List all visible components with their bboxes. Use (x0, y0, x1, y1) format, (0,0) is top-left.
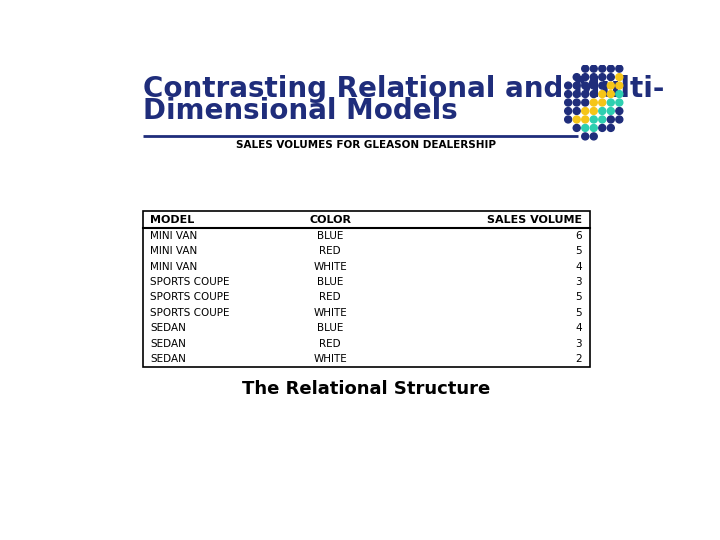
Circle shape (582, 133, 589, 140)
Text: Contrasting Relational and Multi-: Contrasting Relational and Multi- (143, 75, 664, 103)
Text: SALES VOLUME: SALES VOLUME (487, 214, 582, 225)
Text: MINI VAN: MINI VAN (150, 231, 198, 241)
Text: 5: 5 (575, 246, 582, 256)
Circle shape (590, 91, 597, 98)
Text: MODEL: MODEL (150, 214, 194, 225)
Circle shape (590, 65, 597, 72)
Circle shape (599, 99, 606, 106)
Circle shape (564, 99, 572, 106)
Circle shape (573, 125, 580, 131)
Text: COLOR: COLOR (310, 214, 351, 225)
Circle shape (607, 99, 614, 106)
Circle shape (582, 116, 589, 123)
Circle shape (590, 116, 597, 123)
Text: 3: 3 (575, 339, 582, 348)
Text: MINI VAN: MINI VAN (150, 246, 198, 256)
Circle shape (607, 125, 614, 131)
Circle shape (573, 73, 580, 80)
Text: RED: RED (320, 339, 341, 348)
Circle shape (564, 107, 572, 114)
Circle shape (607, 116, 614, 123)
Circle shape (599, 73, 606, 80)
Text: SPORTS COUPE: SPORTS COUPE (150, 292, 230, 302)
Circle shape (607, 65, 614, 72)
Circle shape (590, 99, 597, 106)
Circle shape (573, 116, 580, 123)
Circle shape (616, 73, 623, 80)
Text: 3: 3 (575, 277, 582, 287)
Circle shape (564, 82, 572, 89)
Circle shape (590, 133, 597, 140)
Text: SEDAN: SEDAN (150, 339, 186, 348)
Text: SPORTS COUPE: SPORTS COUPE (150, 308, 230, 318)
Circle shape (590, 125, 597, 131)
Text: BLUE: BLUE (317, 323, 343, 333)
Circle shape (607, 107, 614, 114)
Circle shape (590, 73, 597, 80)
Circle shape (599, 107, 606, 114)
Text: SEDAN: SEDAN (150, 323, 186, 333)
Circle shape (607, 73, 614, 80)
Text: SEDAN: SEDAN (150, 354, 186, 364)
Circle shape (582, 125, 589, 131)
Text: 2: 2 (575, 354, 582, 364)
Circle shape (573, 82, 580, 89)
Text: Dimensional Models: Dimensional Models (143, 97, 457, 125)
Circle shape (564, 91, 572, 98)
Text: BLUE: BLUE (317, 231, 343, 241)
Text: WHITE: WHITE (313, 308, 347, 318)
Circle shape (564, 116, 572, 123)
Circle shape (616, 99, 623, 106)
Circle shape (582, 99, 589, 106)
Circle shape (582, 107, 589, 114)
Text: RED: RED (320, 292, 341, 302)
Text: BLUE: BLUE (317, 277, 343, 287)
Circle shape (616, 65, 623, 72)
Circle shape (573, 107, 580, 114)
Circle shape (582, 65, 589, 72)
Circle shape (607, 91, 614, 98)
Circle shape (616, 107, 623, 114)
Circle shape (599, 91, 606, 98)
Circle shape (599, 82, 606, 89)
Circle shape (607, 82, 614, 89)
Circle shape (582, 73, 589, 80)
Text: WHITE: WHITE (313, 354, 347, 364)
Text: SPORTS COUPE: SPORTS COUPE (150, 277, 230, 287)
Text: SALES VOLUMES FOR GLEASON DEALERSHIP: SALES VOLUMES FOR GLEASON DEALERSHIP (236, 139, 496, 150)
Circle shape (616, 116, 623, 123)
Circle shape (599, 125, 606, 131)
Text: 4: 4 (575, 261, 582, 272)
Circle shape (599, 116, 606, 123)
Circle shape (573, 91, 580, 98)
Text: MINI VAN: MINI VAN (150, 261, 198, 272)
Text: 5: 5 (575, 308, 582, 318)
Circle shape (590, 107, 597, 114)
Text: 5: 5 (575, 292, 582, 302)
Circle shape (582, 82, 589, 89)
Circle shape (616, 91, 623, 98)
Circle shape (573, 99, 580, 106)
Circle shape (616, 82, 623, 89)
Bar (143, 211, 590, 367)
Text: 4: 4 (575, 323, 582, 333)
Circle shape (590, 82, 597, 89)
Text: RED: RED (320, 246, 341, 256)
Text: The Relational Structure: The Relational Structure (242, 381, 490, 399)
Text: 6: 6 (575, 231, 582, 241)
Circle shape (599, 65, 606, 72)
Text: WHITE: WHITE (313, 261, 347, 272)
Circle shape (582, 91, 589, 98)
